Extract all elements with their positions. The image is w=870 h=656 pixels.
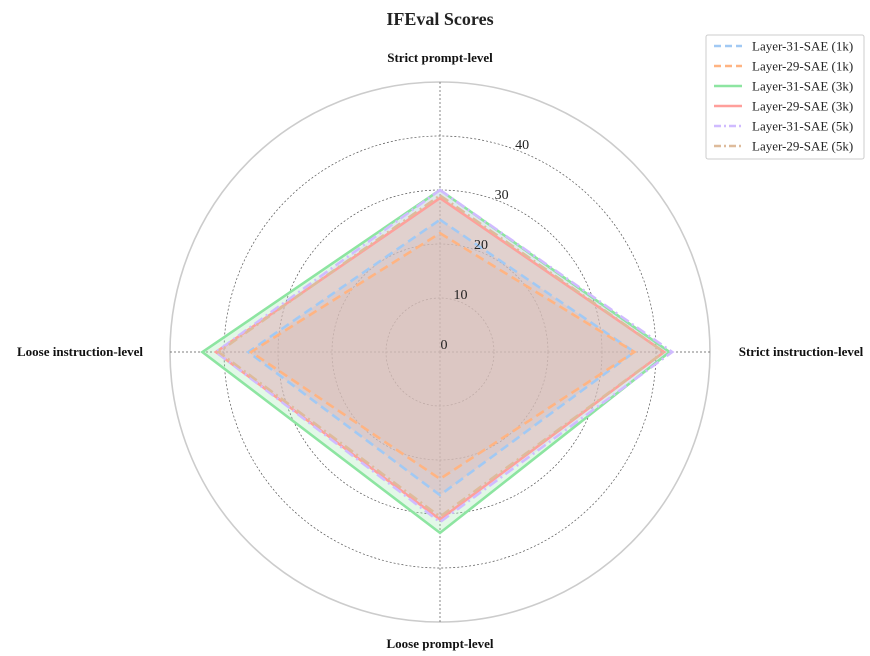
radial-tick-10: 10	[454, 288, 468, 303]
series-line-0	[246, 218, 637, 497]
legend-label-4: Layer-31-SAE (5k)	[752, 119, 853, 134]
series-line-5	[216, 193, 667, 519]
radial-tick-40: 40	[515, 138, 529, 153]
legend-frame	[705, 34, 865, 160]
series-line-4	[213, 188, 675, 524]
radial-tick-30: 30	[495, 188, 509, 203]
legend-label-0: Layer-31-SAE (1k)	[752, 39, 853, 54]
radial-tick-labels: 0 10 20 30 40	[441, 138, 530, 353]
series-line-1	[248, 231, 637, 481]
series-fill-0	[248, 219, 635, 496]
axis-label-strict-instruction: Strict instruction-level	[739, 344, 864, 359]
legend-label-2: Layer-31-SAE (3k)	[752, 79, 853, 94]
radar-grid	[169, 81, 711, 623]
radar-series-group	[200, 188, 675, 535]
axis-label-loose-instruction: Loose instruction-level	[17, 344, 143, 359]
series-fill-5	[218, 195, 665, 517]
legend-label-1: Layer-29-SAE (1k)	[752, 59, 853, 74]
chart-title: IFEval Scores	[386, 9, 493, 29]
axis-label-loose-prompt: Loose prompt-level	[387, 636, 494, 651]
axis-labels: Strict prompt-level Strict instruction-l…	[17, 50, 864, 651]
legend-label-5: Layer-29-SAE (5k)	[752, 139, 853, 154]
legend: Layer-31-SAE (1k) Layer-29-SAE (1k) Layer-…	[705, 34, 865, 160]
radial-tick-0: 0	[441, 338, 448, 353]
axis-label-strict-prompt: Strict prompt-level	[387, 50, 493, 65]
legend-label-3: Layer-29-SAE (3k)	[752, 99, 853, 114]
series-fill-3	[215, 198, 665, 520]
radial-tick-20: 20	[474, 238, 488, 253]
